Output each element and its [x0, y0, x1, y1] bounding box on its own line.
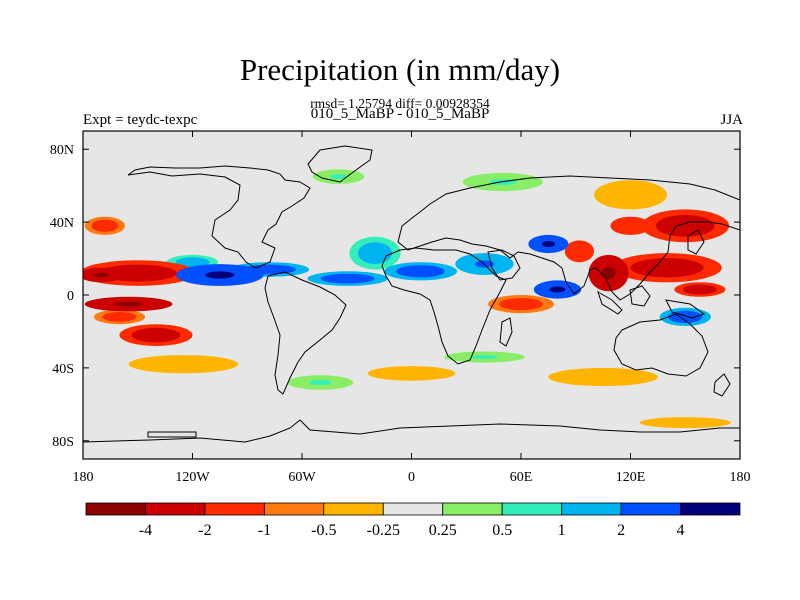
anomaly-cell — [565, 240, 594, 262]
colorbar-swatch — [383, 503, 442, 515]
anomaly-cell — [85, 297, 173, 312]
x-tick-label: 0 — [408, 470, 415, 485]
anomaly-contour — [184, 260, 201, 265]
anomaly-cell — [642, 209, 730, 242]
anomaly-contour — [111, 315, 128, 320]
colorbar-swatch — [443, 503, 502, 515]
x-tick-label: 60E — [510, 470, 533, 485]
colorbar-label: 2 — [617, 522, 625, 539]
anomaly-cell — [368, 366, 456, 381]
colorbar-label: -0.25 — [367, 522, 400, 539]
anomaly-cell — [308, 271, 388, 286]
anomaly-contour — [602, 267, 615, 279]
anomaly-contour — [334, 276, 361, 281]
anomaly-cell — [79, 268, 123, 283]
colorbar-swatch — [145, 503, 204, 515]
anomaly-contour — [471, 355, 498, 359]
colorbar: -4 -2 -1 -0.5 -0.25 0.25 0.5 1 2 4 — [86, 503, 740, 539]
colorbar-swatch — [205, 503, 264, 515]
anomaly-contour — [670, 421, 700, 425]
y-tick-label: 40S — [52, 362, 74, 377]
x-tick-label: 180 — [730, 470, 751, 485]
anomaly-contour — [691, 287, 708, 292]
colorbar-label: 1 — [558, 522, 566, 539]
x-tick-label: 180 — [73, 470, 94, 485]
anomaly-contour — [618, 190, 642, 200]
x-tick-label: 60W — [288, 470, 316, 485]
anomaly-contour — [585, 374, 622, 380]
anomaly-cell — [594, 180, 667, 209]
anomaly-contour — [114, 302, 143, 307]
anomaly-cell — [589, 255, 629, 291]
x-tick-label: 120E — [616, 470, 646, 485]
anomaly-contour — [309, 380, 331, 385]
anomaly-cell — [488, 295, 554, 313]
anomaly-contour — [205, 271, 234, 278]
anomaly-cell — [640, 417, 731, 428]
anomaly-cell — [85, 217, 125, 235]
anomaly-contour — [98, 223, 111, 229]
anomaly-cell — [612, 253, 722, 282]
anomaly-contour — [367, 248, 384, 259]
colorbar-swatch — [502, 503, 561, 515]
anomaly-cell — [120, 324, 193, 346]
map-background — [83, 131, 740, 459]
anomaly-contour — [144, 332, 168, 339]
y-tick-label: 40N — [50, 216, 74, 231]
anomaly-contour — [542, 241, 555, 247]
colorbar-swatch — [621, 503, 680, 515]
colorbar-label: -1 — [258, 522, 271, 539]
anomaly-contour — [550, 287, 566, 293]
anomaly-cell — [444, 352, 524, 363]
anomaly-cell — [287, 375, 353, 390]
colorbar-swatch — [562, 503, 621, 515]
anomaly-cell — [674, 282, 725, 297]
anomaly-contour — [118, 269, 157, 278]
anomaly-contour — [510, 301, 532, 307]
y-tick-label: 80N — [50, 143, 74, 158]
anomaly-contour — [624, 223, 637, 229]
anomaly-cell — [384, 262, 457, 280]
anomaly-cell — [129, 355, 239, 373]
colorbar-label: -4 — [139, 522, 152, 539]
anomaly-contour — [94, 273, 109, 278]
x-tick-label: 120W — [175, 470, 210, 485]
colorbar-label: -0.5 — [311, 522, 336, 539]
anomaly-cell — [528, 235, 568, 253]
anomaly-cell — [176, 264, 264, 286]
colorbar-swatch — [681, 503, 740, 515]
anomaly-contour — [397, 371, 426, 376]
map-chart: 180120W60W060E120E18080N40N040S80S -4-2-… — [0, 0, 800, 600]
colorbar-swatch — [324, 503, 383, 515]
anomaly-cell — [94, 310, 145, 325]
colorbar-label: 0.25 — [429, 522, 457, 539]
y-tick-label: 80S — [52, 435, 74, 450]
colorbar-label: 0.5 — [492, 522, 512, 539]
anomaly-cell — [548, 368, 658, 386]
anomaly-contour — [575, 248, 585, 255]
y-tick-label: 0 — [67, 289, 74, 304]
colorbar-label: 4 — [677, 522, 685, 539]
colorbar-swatch — [264, 503, 323, 515]
colorbar-swatch — [86, 503, 145, 515]
anomaly-contour — [165, 361, 202, 367]
anomaly-contour — [408, 268, 432, 274]
anomaly-cell — [534, 280, 581, 298]
colorbar-label: -2 — [198, 522, 211, 539]
